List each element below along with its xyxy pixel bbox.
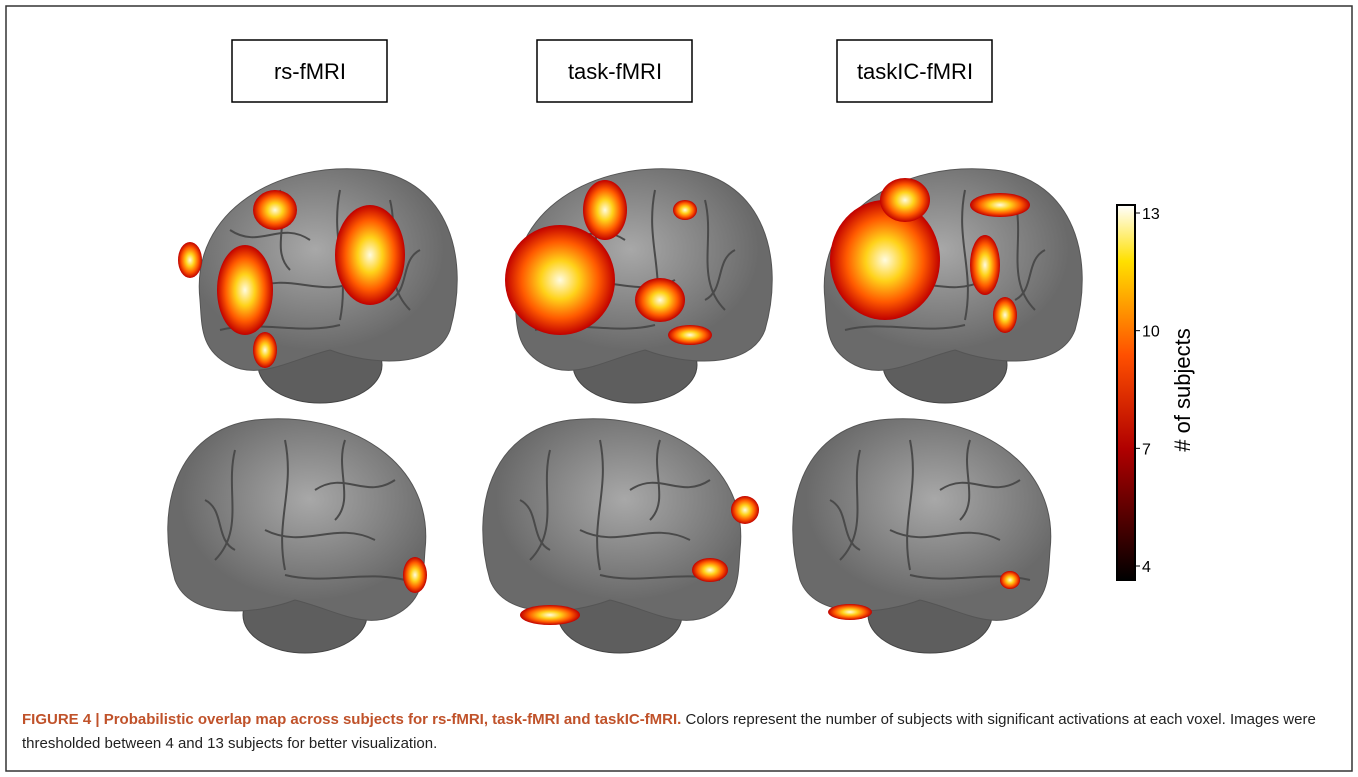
brains: [166, 167, 1084, 654]
colorbar-tick-label: 7: [1142, 441, 1151, 458]
caption-text: Colors represent the number of subjects …: [22, 711, 1316, 752]
colorbar-tick-label: 13: [1142, 206, 1160, 223]
colorbar: [1116, 204, 1136, 581]
panel-label: task-fMRI: [568, 59, 662, 84]
frame: [5, 5, 1353, 772]
caption: FIGURE 4 | Probabilistic overlap map acr…: [22, 708, 1322, 756]
panel-labels: rs-fMRI task-fMRI taskIC-fMRI: [231, 39, 993, 103]
panel-label: taskIC-fMRI: [857, 59, 973, 84]
colorbar-tick-label: 10: [1142, 324, 1160, 341]
colorbar-label: # of subjects: [1170, 328, 1195, 452]
caption-bold: FIGURE 4 | Probabilistic overlap map acr…: [22, 711, 682, 728]
colorbar-tick-label: 4: [1142, 559, 1151, 576]
panel-label: rs-fMRI: [274, 59, 346, 84]
